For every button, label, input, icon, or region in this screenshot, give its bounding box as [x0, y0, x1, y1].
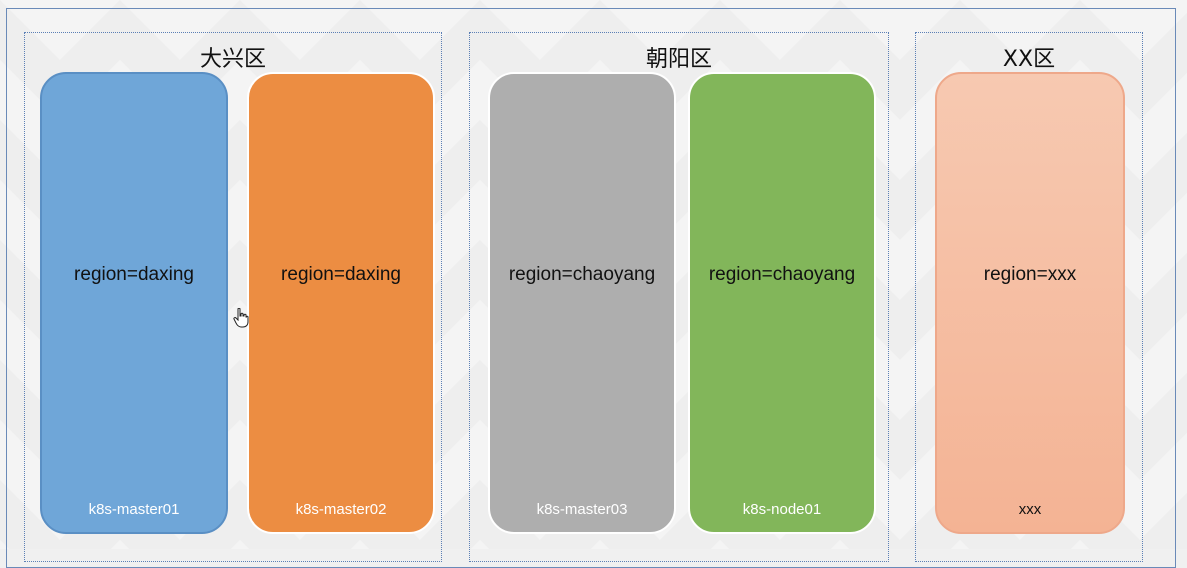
hand-pointer-icon — [233, 308, 249, 328]
region-title-chaoyang: 朝阳区 — [645, 47, 712, 72]
region-title-daxing: 大兴区 — [199, 47, 266, 72]
node-label: region=chaoyang — [708, 264, 856, 285]
node-xxx: region=xxx xxx — [935, 72, 1125, 534]
node-name: k8s-master01 — [88, 501, 180, 518]
node-label: region=daxing — [281, 264, 401, 285]
node-label: region=xxx — [983, 264, 1077, 285]
node-k8s-node01: region=chaoyang k8s-node01 — [688, 72, 876, 534]
node-k8s-master01: region=daxing k8s-master01 — [40, 72, 228, 534]
region-xx: XX区 — [915, 32, 1143, 562]
region-title-xx: XX区 — [1002, 47, 1056, 72]
node-k8s-master03: region=chaoyang k8s-master03 — [488, 72, 676, 534]
node-name: xxx — [1018, 501, 1042, 518]
node-k8s-master02: region=daxing k8s-master02 — [247, 72, 435, 534]
node-label: region=daxing — [74, 264, 194, 285]
node-name: k8s-master02 — [295, 501, 387, 518]
node-name: k8s-master03 — [536, 501, 628, 518]
node-name: k8s-node01 — [742, 501, 822, 518]
node-label: region=chaoyang — [508, 264, 656, 285]
